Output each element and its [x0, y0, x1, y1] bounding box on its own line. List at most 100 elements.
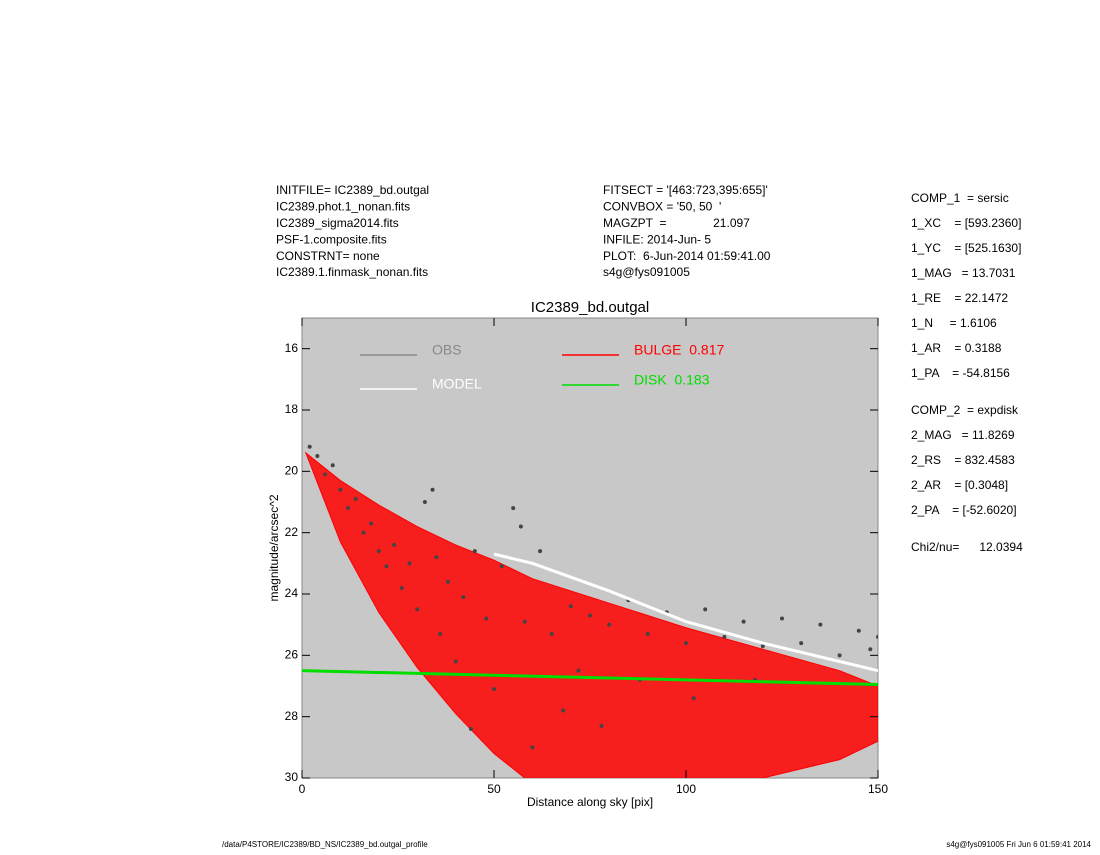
param-line: 1_AR = 0.3188: [911, 341, 1002, 355]
header-line: INFILE: 2014-Jun- 5: [603, 232, 711, 246]
obs-point: [576, 668, 581, 673]
obs-point: [691, 696, 696, 701]
obs-point: [361, 530, 366, 535]
param-line: COMP_2 = expdisk: [911, 403, 1019, 417]
legend-label: OBS: [432, 342, 462, 358]
obs-point: [856, 628, 861, 633]
legend-label: MODEL: [432, 376, 482, 392]
x-tick-label: 0: [299, 782, 306, 796]
header-line: PLOT: 6-Jun-2014 01:59:41.00: [603, 249, 771, 263]
obs-point: [338, 487, 343, 492]
param-line: 1_YC = [525.1630]: [911, 241, 1021, 255]
y-tick-label: 18: [285, 402, 299, 416]
obs-point: [511, 506, 516, 511]
header-line: IC2389.1.finmask_nonan.fits: [276, 265, 428, 279]
obs-point: [307, 444, 312, 449]
legend-label: BULGE 0.817: [634, 342, 724, 358]
obs-point: [461, 595, 466, 600]
param-line: 1_XC = [593.2360]: [911, 216, 1021, 230]
y-axis-label: magnitude/arcsec^2: [267, 494, 281, 601]
obs-point: [522, 619, 527, 624]
y-tick-label: 26: [285, 648, 299, 662]
obs-point: [607, 622, 612, 627]
param-line: 1_PA = -54.8156: [911, 366, 1010, 380]
obs-point: [799, 641, 804, 646]
footer-stamp: s4g@fys091005 Fri Jun 6 01:59:41 2014: [946, 840, 1091, 849]
y-tick-label: 22: [285, 525, 299, 539]
obs-point: [780, 616, 784, 621]
obs-point: [837, 653, 842, 658]
param-line: 2_MAG = 11.8269: [911, 428, 1015, 442]
legend-label: DISK 0.183: [634, 372, 710, 388]
param-line: Chi2/nu= 12.0394: [911, 540, 1023, 554]
x-tick-label: 100: [676, 782, 696, 796]
obs-point: [330, 463, 335, 468]
obs-point: [445, 579, 450, 584]
obs-point: [741, 619, 746, 624]
param-line: 2_AR = [0.3048]: [911, 478, 1008, 492]
obs-point: [399, 585, 404, 590]
y-tick-label: 24: [285, 586, 299, 600]
param-line: 1_RE = 22.1472: [911, 291, 1008, 305]
obs-point: [353, 496, 358, 501]
obs-point: [492, 687, 496, 692]
header-line: CONVBOX = '50, 50 ': [603, 200, 721, 214]
plot: [302, 444, 878, 778]
obs-point: [407, 561, 412, 566]
obs-point: [561, 708, 566, 713]
x-tick-label: 150: [868, 782, 888, 796]
obs-point: [568, 604, 573, 609]
header-line: MAGZPT = 21.097: [603, 216, 750, 230]
obs-point: [392, 542, 397, 547]
profile-line: [302, 669, 878, 686]
header-line: s4g@fys091005: [603, 265, 690, 279]
obs-point: [876, 634, 878, 639]
y-tick-label: 16: [285, 341, 299, 355]
header-line: INITFILE= IC2389_bd.outgal: [276, 183, 429, 197]
header-line: FITSECT = '[463:723,395:655]': [603, 183, 768, 197]
obs-point: [376, 549, 381, 554]
y-tick-label: 20: [285, 464, 299, 478]
obs-point: [588, 613, 592, 618]
obs-point: [722, 634, 727, 639]
profile-line: [493, 552, 878, 673]
obs-point: [323, 472, 328, 477]
obs-point: [430, 487, 435, 492]
y-tick-label: 30: [285, 770, 299, 784]
obs-point: [703, 607, 708, 612]
param-line: 2_PA = [-52.6020]: [911, 503, 1017, 517]
obs-point: [818, 622, 823, 627]
header-line: IC2389_sigma2014.fits: [276, 216, 399, 230]
obs-point: [518, 524, 523, 529]
obs-point: [384, 564, 389, 569]
obs-point: [760, 644, 765, 649]
obs-point: [530, 745, 535, 750]
obs-point: [415, 607, 420, 612]
chart-title: IC2389_bd.outgal: [531, 299, 649, 316]
obs-point: [484, 616, 489, 621]
obs-point: [438, 631, 443, 636]
obs-point: [684, 641, 688, 646]
header-line: PSF-1.composite.fits: [276, 232, 387, 246]
footer-path: /data/P4STORE/IC2389/BD_NS/IC2389_bd.out…: [222, 840, 428, 849]
obs-point: [549, 631, 554, 636]
param-line: 2_RS = 832.4583: [911, 453, 1015, 467]
obs-point: [369, 521, 374, 526]
obs-point: [499, 564, 504, 569]
obs-point: [538, 549, 543, 554]
param-line: 1_MAG = 13.7031: [911, 266, 1016, 280]
header-line: IC2389.phot.1_nonan.fits: [276, 200, 410, 214]
y-tick-label: 28: [285, 709, 299, 723]
param-line: 1_N = 1.6106: [911, 316, 997, 330]
obs-point: [599, 723, 604, 728]
obs-point: [472, 549, 477, 554]
x-tick-label: 50: [487, 782, 501, 796]
obs-point: [346, 506, 351, 511]
param-line: COMP_1 = sersic: [911, 191, 1009, 205]
obs-point: [645, 631, 650, 636]
x-axis-label: Distance along sky [pix]: [527, 795, 653, 809]
obs-point: [315, 454, 320, 458]
header-line: CONSTRNT= none: [276, 249, 380, 263]
obs-point: [868, 647, 873, 652]
